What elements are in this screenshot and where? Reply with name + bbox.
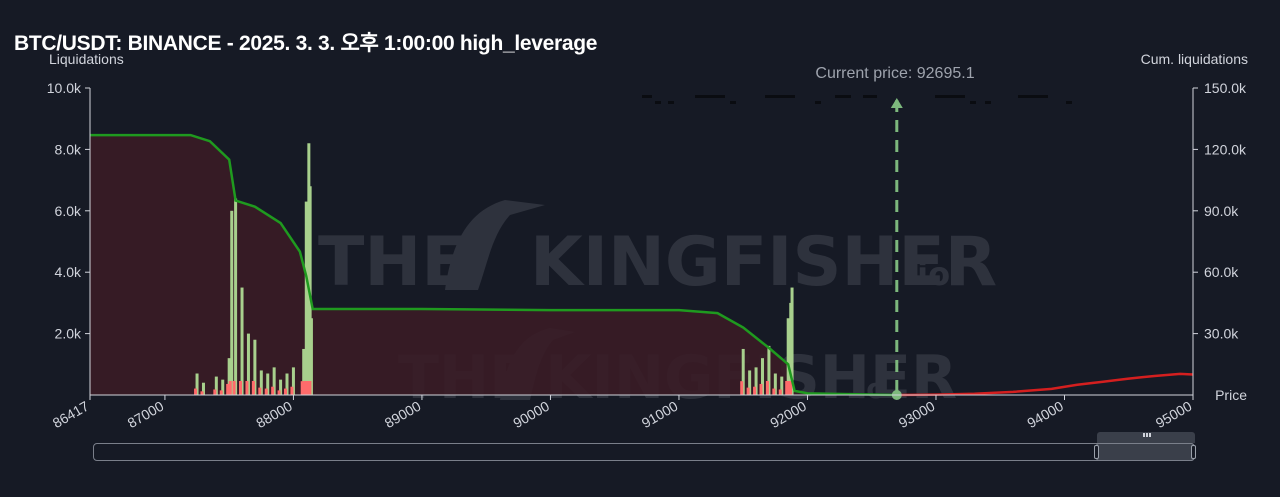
liquidation-bar-red (251, 381, 255, 395)
cum-long-line (90, 133, 897, 397)
kingfisher-logo-icon (445, 200, 545, 290)
liquidation-bar (760, 358, 764, 395)
grip-icon (1146, 433, 1148, 437)
liquidation-bar-red (277, 390, 281, 395)
liquidation-bar-red (740, 381, 744, 395)
liquidation-bar (253, 339, 257, 395)
liquidation-bar-red (789, 381, 793, 395)
cum-long-fill (90, 135, 897, 395)
watermark-brand-1: THE (318, 223, 468, 302)
range-selector-thumb[interactable] (1094, 443, 1196, 461)
liquidation-bar-red (194, 388, 198, 395)
right-axis-label: Cum. liquidations (1141, 51, 1248, 67)
watermark-brand2-1: KINGFISHER (530, 223, 997, 302)
liquidation-bar-red (746, 387, 750, 395)
cum-short-line (896, 372, 1194, 397)
liquidation-bar-red (300, 381, 304, 395)
scrollbar-thumb-top[interactable] (1097, 432, 1195, 443)
left-axis-label: Liquidations (49, 51, 124, 67)
liquidation-bars (194, 143, 794, 395)
chart-title: BTC/USDT: BINANCE - 2025. 3. 3. 오후 1:00:… (14, 32, 598, 55)
y-right-tick-label: 120.0k (1204, 141, 1247, 157)
y-left-tick-label: 6.0k (55, 203, 82, 219)
liquidation-bar-red (245, 381, 249, 395)
liquidation-bar (741, 348, 745, 395)
liquidation-bar (201, 382, 205, 395)
liquidation-bar-red (264, 388, 268, 395)
liquidation-bar (767, 345, 771, 395)
x-axis-label: Price (1215, 387, 1247, 403)
liquidation-bar-red (258, 387, 262, 395)
x-tick-label: 86417 (50, 398, 92, 431)
watermark-suffix-2: .io (846, 372, 885, 405)
liquidation-bar-red (772, 388, 776, 395)
y-left-tick-label: 8.0k (55, 141, 82, 157)
range-handle-left[interactable] (1094, 445, 1099, 459)
liquidation-bar-red (228, 381, 232, 395)
cum-lines (90, 133, 1194, 397)
y-left-tick-label: 4.0k (55, 264, 82, 280)
liquidation-bar-red (303, 381, 307, 395)
liquidation-bar (221, 379, 225, 395)
liquidation-bar (279, 379, 283, 395)
y-left-tick-label: 10.0k (47, 80, 82, 96)
liquidation-bar (214, 376, 218, 395)
liquidation-bar (246, 333, 250, 395)
liquidation-bar-red (759, 383, 763, 395)
top-dashes (642, 95, 1072, 104)
grip-icon (1149, 433, 1151, 437)
liquidation-bar-red (753, 386, 757, 395)
x-tick-label: 95000 (1153, 398, 1195, 431)
watermark-suffix-1: .io (905, 255, 950, 293)
x-tick-label: 87000 (125, 398, 167, 431)
liquidation-bar (748, 370, 752, 395)
range-handle-right[interactable] (1191, 445, 1196, 459)
liquidation-bar-red (232, 381, 236, 395)
liquidation-bar (291, 367, 295, 395)
current-price-label: Current price: 92695.1 (815, 65, 974, 82)
x-tick-label: 88000 (253, 398, 295, 431)
liquidation-bar-red (219, 390, 223, 395)
liquidation-bar (786, 318, 790, 395)
liquidation-bar (773, 373, 777, 395)
liquidation-bar-red (785, 381, 789, 395)
liquidation-bar-red (284, 388, 288, 395)
liquidation-bar (240, 287, 244, 395)
y-right-tick-label: 30.0k (1204, 326, 1239, 342)
liquidation-bar-red (200, 391, 204, 395)
liquidation-bar (754, 367, 758, 395)
liquidation-bar (790, 287, 794, 395)
liquidation-bar (230, 210, 234, 395)
liquidation-bar-red (308, 381, 312, 395)
liquidation-bar-red (778, 389, 782, 395)
liquidation-bar (266, 373, 270, 395)
liquidation-bar (259, 370, 263, 395)
y-right-tick-label: 150.0k (1204, 80, 1247, 96)
liquidation-bar-red (239, 381, 243, 395)
y-left-tick-label: 2.0k (55, 326, 82, 342)
liquidation-bar (227, 358, 231, 395)
y-right-tick-label: 60.0k (1204, 264, 1239, 280)
liquidation-bar-red (213, 389, 217, 395)
x-tick-label: 94000 (1024, 398, 1066, 431)
liquidation-bar (234, 198, 238, 395)
cum-long-area (90, 135, 897, 395)
liquidation-bar (272, 367, 276, 395)
liquidation-bar (285, 373, 289, 395)
arrow-up-icon (890, 98, 903, 108)
liquidation-bar-red (226, 383, 230, 395)
grip-icon (1143, 433, 1145, 437)
liquidation-bar (304, 201, 308, 395)
liquidation-bar-red (290, 386, 294, 395)
liquidation-bar (780, 376, 784, 395)
liquidation-bar (195, 373, 199, 395)
range-scrollbar[interactable] (93, 443, 1196, 461)
liquidation-bar (309, 318, 313, 395)
y-right-tick-label: 90.0k (1204, 203, 1239, 219)
liquidation-bar (302, 348, 306, 395)
liquidation-bar-red (765, 381, 769, 395)
liquidation-bar-red (271, 386, 275, 395)
